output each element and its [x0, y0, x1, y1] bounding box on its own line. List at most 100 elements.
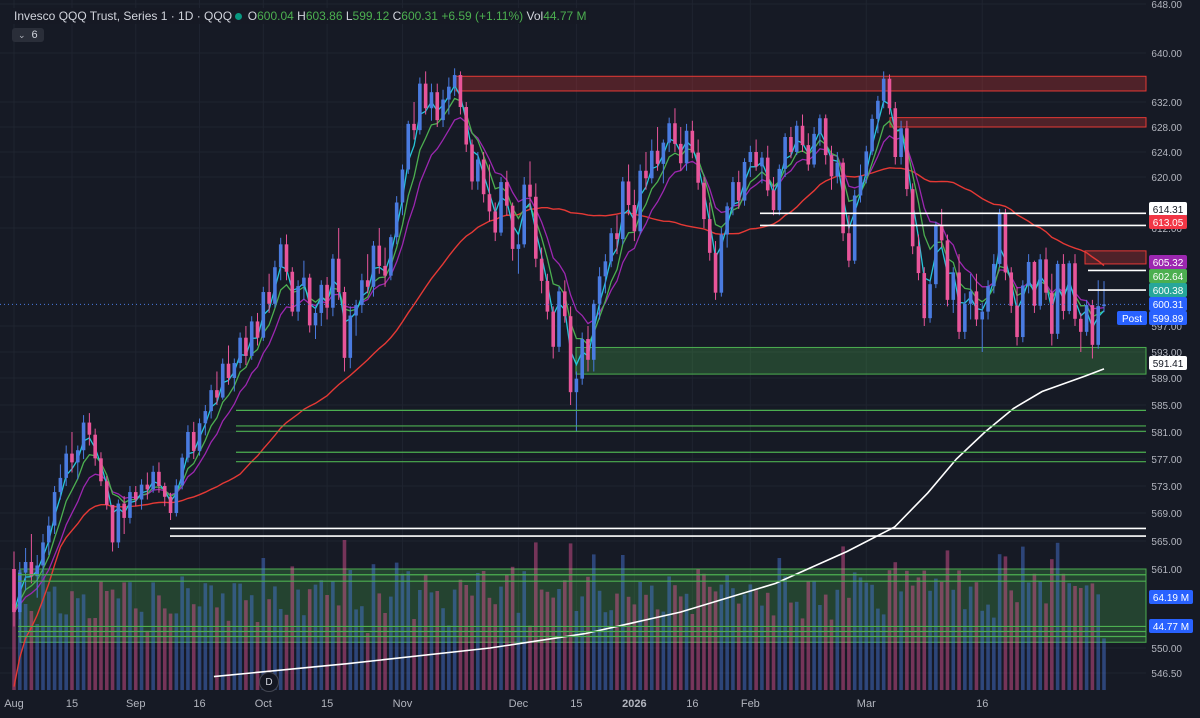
candle-body[interactable] — [760, 157, 764, 167]
candle-body[interactable] — [122, 503, 126, 518]
candle-body[interactable] — [783, 137, 787, 169]
candle-body[interactable] — [771, 190, 776, 211]
candle-body[interactable] — [145, 484, 150, 490]
candle-body[interactable] — [336, 258, 341, 293]
candle-body[interactable] — [580, 339, 584, 379]
candle-body[interactable] — [319, 284, 324, 313]
candle-body[interactable] — [1067, 263, 1072, 311]
candle-body[interactable] — [1055, 263, 1060, 334]
candle-body[interactable] — [841, 162, 845, 234]
candle-body[interactable] — [789, 137, 793, 152]
time-axis[interactable]: Aug 15 Sep 16 Oct 15 Nov Dec 15 2026 16 Feb Mar 16 — [4, 698, 988, 710]
candle-body[interactable] — [325, 284, 329, 308]
candle-body[interactable] — [331, 258, 335, 308]
candle-body[interactable] — [52, 492, 57, 526]
candle-body[interactable] — [574, 378, 579, 393]
candle-body[interactable] — [464, 107, 469, 145]
candle-body[interactable] — [220, 363, 225, 398]
candle-body[interactable] — [690, 130, 695, 153]
candle-body[interactable] — [41, 542, 45, 566]
price-axis[interactable]: 648.00 640.00 632.00 628.00 624.00 620.00 612.… — [1151, 0, 1182, 680]
candle-body[interactable] — [168, 496, 173, 513]
candle-body[interactable] — [70, 453, 74, 463]
candle-body[interactable] — [899, 128, 903, 157]
candle-body[interactable] — [499, 182, 503, 233]
candle-body[interactable] — [1096, 306, 1100, 345]
candle-body[interactable] — [1102, 304, 1106, 307]
candle-body[interactable] — [371, 245, 376, 287]
candle-body[interactable] — [81, 422, 86, 451]
candle-body[interactable] — [180, 457, 184, 486]
candle-body[interactable] — [110, 504, 115, 543]
candle-body[interactable] — [568, 316, 573, 393]
candle-body[interactable] — [447, 86, 451, 100]
candle-body[interactable] — [545, 280, 550, 312]
candle-body[interactable] — [99, 458, 103, 482]
candle-body[interactable] — [487, 194, 492, 212]
candle-body[interactable] — [870, 118, 874, 152]
candle-body[interactable] — [458, 75, 463, 107]
candle-body[interactable] — [197, 423, 202, 451]
candle-body[interactable] — [174, 485, 179, 513]
candle-body[interactable] — [249, 321, 254, 356]
candle-body[interactable] — [296, 286, 300, 312]
candle-body[interactable] — [905, 128, 909, 190]
candle-body[interactable] — [992, 263, 996, 287]
candle-body[interactable] — [765, 157, 770, 191]
candle-body[interactable] — [493, 211, 498, 233]
candle-body[interactable] — [534, 196, 538, 259]
candle-body[interactable] — [731, 182, 735, 207]
candle-body[interactable] — [951, 272, 956, 300]
candle-body[interactable] — [673, 123, 677, 144]
candle-body[interactable] — [667, 123, 671, 143]
indicators-toggle-button[interactable]: ⌄ 6 — [12, 28, 44, 42]
candle-body[interactable] — [725, 206, 729, 235]
candle-body[interactable] — [638, 170, 642, 232]
candle-body[interactable] — [1073, 263, 1077, 319]
candle-body[interactable] — [823, 118, 828, 156]
candle-body[interactable] — [528, 184, 532, 197]
candle-body[interactable] — [800, 125, 805, 146]
candle-body[interactable] — [75, 450, 80, 463]
candle-body[interactable] — [1032, 261, 1037, 306]
candle-body[interactable] — [644, 170, 648, 179]
candle-body[interactable] — [302, 277, 306, 287]
candle-body[interactable] — [551, 311, 555, 347]
candle-body[interactable] — [505, 182, 509, 206]
candle-body[interactable] — [974, 291, 979, 320]
candle-body[interactable] — [12, 569, 16, 613]
candle-body[interactable] — [963, 303, 967, 332]
candle-body[interactable] — [215, 390, 219, 398]
candle-body[interactable] — [910, 189, 915, 247]
candle-body[interactable] — [1090, 305, 1095, 345]
candle-body[interactable] — [684, 130, 689, 164]
candle-body[interactable] — [928, 284, 932, 319]
candle-body[interactable] — [945, 240, 950, 300]
candle-body[interactable] — [87, 422, 92, 435]
candle-body[interactable] — [29, 562, 34, 577]
candle-body[interactable] — [429, 92, 434, 109]
candle-body[interactable] — [597, 276, 602, 304]
candle-body[interactable] — [412, 123, 416, 131]
candle-body[interactable] — [476, 159, 480, 182]
candle-body[interactable] — [557, 291, 561, 347]
candle-body[interactable] — [707, 219, 712, 253]
candle-body[interactable] — [238, 337, 242, 364]
candle-body[interactable] — [244, 337, 248, 356]
candle-body[interactable] — [481, 159, 486, 195]
candle-body[interactable] — [1061, 263, 1066, 311]
candle-body[interactable] — [133, 492, 138, 500]
legend-title[interactable]: Invesco QQQ Trust, Series 1 · 1D · QQQ — [14, 9, 233, 23]
candle-body[interactable] — [93, 434, 97, 459]
candle-body[interactable] — [847, 233, 851, 261]
candle-body[interactable] — [307, 277, 312, 326]
candle-body[interactable] — [191, 432, 196, 451]
candle-body[interactable] — [1038, 259, 1043, 306]
candles-layer[interactable] — [12, 68, 1106, 627]
candle-body[interactable] — [922, 273, 927, 319]
candle-body[interactable] — [389, 237, 393, 276]
candle-body[interactable] — [858, 175, 863, 196]
candle-body[interactable] — [423, 83, 428, 109]
candle-body[interactable] — [348, 315, 353, 358]
